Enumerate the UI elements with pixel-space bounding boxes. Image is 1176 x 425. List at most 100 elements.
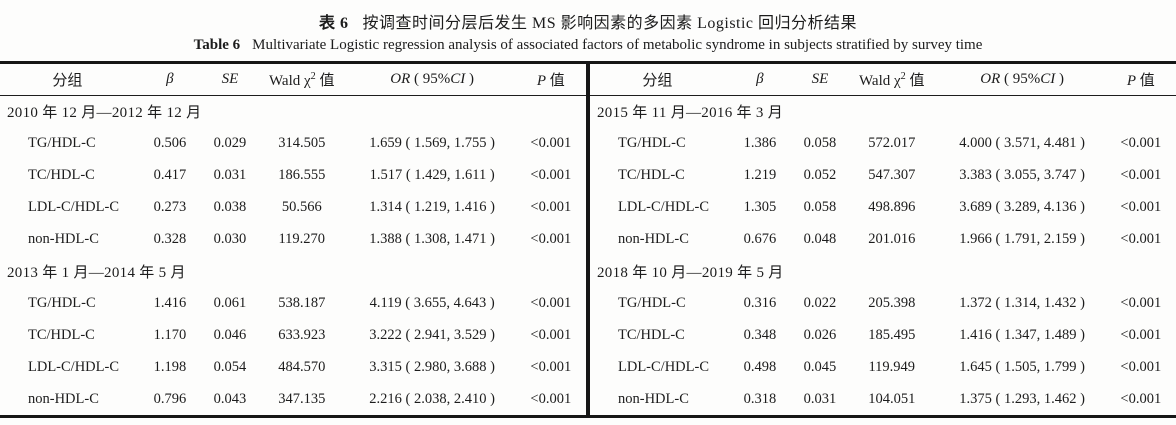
col-header-p: P 值 [1105,64,1176,96]
wald-chi2-value: 633.923 [278,326,326,343]
header-row: 分组 β SE Wald χ2 值 OR ( 95%CI ) P 值 [0,64,586,96]
factor-label: LDL-C/HDL-C [618,198,710,215]
or-95ci-value: 1.645 ( 1.505, 1.799 ) [959,358,1085,375]
se-value: 0.058 [803,134,837,151]
p-value: <0.001 [530,326,572,343]
table-row: non-HDL-C 0.318 0.031 104.051 1.375 ( 1.293,… [590,383,1176,415]
se-value: 0.046 [213,326,247,343]
wald-chi2-value: 185.495 [868,326,916,343]
or-95ci-value: 3.383 ( 3.055, 3.747 ) [959,166,1085,183]
or-95ci-value: 4.119 ( 3.655, 4.643 ) [369,294,495,311]
beta-value: 1.198 [153,358,187,375]
table-label-zh: 表 6 [318,15,349,32]
period-group-row: 2018 年 10 月—2019 年 5 月 [590,255,1176,287]
wald-chi2-value: 498.896 [868,198,916,215]
wald-chi2-value: 119.949 [868,358,916,375]
caption-english: Table 6 Multivariate Logistic regression … [0,37,1176,54]
factor-label: TG/HDL-C [28,134,96,151]
table-row: TG/HDL-C 0.316 0.022 205.398 1.372 ( 1.314, … [590,287,1176,319]
col-header-se: SE [795,64,845,96]
col-header-beta: β [134,64,206,96]
se-value: 0.048 [803,230,837,247]
factor-label: non-HDL-C [618,390,689,407]
table-row: LDL-C/HDL-C 0.498 0.045 119.949 1.645 ( 1.50… [590,351,1176,383]
wald-chi2-value: 314.505 [278,134,326,151]
factor-label: non-HDL-C [28,390,99,407]
factor-label: TC/HDL-C [618,326,685,343]
col-header-wald: Wald χ2 值 [844,64,939,96]
left-panel-table: 分组 β SE Wald χ2 值 OR ( 95%CI ) P 值 2010 年 12 月… [0,64,586,415]
or-95ci-value: 1.375 ( 1.293, 1.462 ) [959,390,1085,407]
or-95ci-value: 3.689 ( 3.289, 4.136 ) [959,198,1085,215]
period-label: 2010 年 12 月—2012 年 12 月 [7,104,202,121]
se-value: 0.030 [213,230,247,247]
se-value: 0.026 [803,326,837,343]
p-value: <0.001 [530,294,572,311]
wald-chi2-value: 201.016 [868,230,916,247]
beta-value: 1.219 [743,166,777,183]
table-row: non-HDL-C 0.796 0.043 347.135 2.216 ( 2.038,… [0,383,586,415]
p-value: <0.001 [1120,390,1162,407]
table-row: LDL-C/HDL-C 0.273 0.038 50.566 1.314 ( 1.219… [0,191,586,223]
wald-chi2-value: 347.135 [278,390,326,407]
wald-chi2-value: 104.051 [868,390,916,407]
left-panel: 分组 β SE Wald χ2 值 OR ( 95%CI ) P 值 2010 年 12 月… [0,64,586,415]
table-label-en: Table 6 [193,37,241,53]
p-value: <0.001 [530,134,572,151]
se-value: 0.031 [213,166,247,183]
se-value: 0.038 [213,198,247,215]
col-header-or: OR ( 95%CI ) [348,64,516,96]
period-label: 2018 年 10 月—2019 年 5 月 [597,264,784,281]
factor-label: TG/HDL-C [28,294,96,311]
period-label: 2013 年 1 月—2014 年 5 月 [7,264,186,281]
panel-divider-double-rule [586,64,590,415]
factor-label: LDL-C/HDL-C [28,198,120,215]
beta-value: 0.316 [743,294,777,311]
period-group-row: 2013 年 1 月—2014 年 5 月 [0,255,586,287]
wald-chi2-value: 50.566 [281,198,322,215]
beta-value: 0.417 [153,166,187,183]
se-value: 0.029 [213,134,247,151]
beta-value: 0.796 [153,390,187,407]
table-row: TC/HDL-C 1.219 0.052 547.307 3.383 ( 3.055, … [590,159,1176,191]
beta-value: 0.318 [743,390,777,407]
table-row: TG/HDL-C 1.386 0.058 572.017 4.000 ( 3.571, … [590,127,1176,159]
se-value: 0.043 [213,390,247,407]
table-row: TC/HDL-C 0.417 0.031 186.555 1.517 ( 1.429, … [0,159,586,191]
beta-value: 1.305 [743,198,777,215]
p-value: <0.001 [1120,198,1162,215]
col-header-p: P 值 [515,64,586,96]
header-row: 分组 β SE Wald χ2 值 OR ( 95%CI ) P 值 [590,64,1176,96]
wald-chi2-value: 572.017 [868,134,916,151]
p-value: <0.001 [530,358,572,375]
or-95ci-value: 2.216 ( 2.038, 2.410 ) [369,390,495,407]
factor-label: LDL-C/HDL-C [618,358,710,375]
or-95ci-value: 1.372 ( 1.314, 1.432 ) [959,294,1085,311]
or-95ci-value: 1.966 ( 1.791, 2.159 ) [959,230,1085,247]
table-row: TC/HDL-C 1.170 0.046 633.923 3.222 ( 2.941, … [0,319,586,351]
table-row: TC/HDL-C 0.348 0.026 185.495 1.416 ( 1.347, … [590,319,1176,351]
p-value: <0.001 [1120,166,1162,183]
regression-table: 分组 β SE Wald χ2 值 OR ( 95%CI ) P 值 2010 年 12 月… [0,61,1176,418]
table-row: TG/HDL-C 1.416 0.061 538.187 4.119 ( 3.655, … [0,287,586,319]
right-panel-table: 分组 β SE Wald χ2 值 OR ( 95%CI ) P 值 2015 年 11 月… [590,64,1176,415]
se-value: 0.052 [803,166,837,183]
table-row: TG/HDL-C 0.506 0.029 314.505 1.659 ( 1.569, … [0,127,586,159]
table-title-en: Multivariate Logistic regression analysi… [252,37,983,53]
or-95ci-value: 1.314 ( 1.219, 1.416 ) [369,198,495,215]
p-value: <0.001 [530,166,572,183]
p-value: <0.001 [1120,230,1162,247]
factor-label: TC/HDL-C [28,166,95,183]
beta-value: 1.386 [743,134,777,151]
se-value: 0.061 [213,294,247,311]
beta-value: 0.506 [153,134,187,151]
beta-value: 1.416 [153,294,187,311]
wald-chi2-value: 538.187 [278,294,326,311]
p-value: <0.001 [1120,358,1162,375]
factor-label: LDL-C/HDL-C [28,358,120,375]
beta-value: 0.348 [743,326,777,343]
col-header-group: 分组 [0,64,135,96]
factor-label: TC/HDL-C [618,166,685,183]
factor-label: non-HDL-C [28,230,99,247]
